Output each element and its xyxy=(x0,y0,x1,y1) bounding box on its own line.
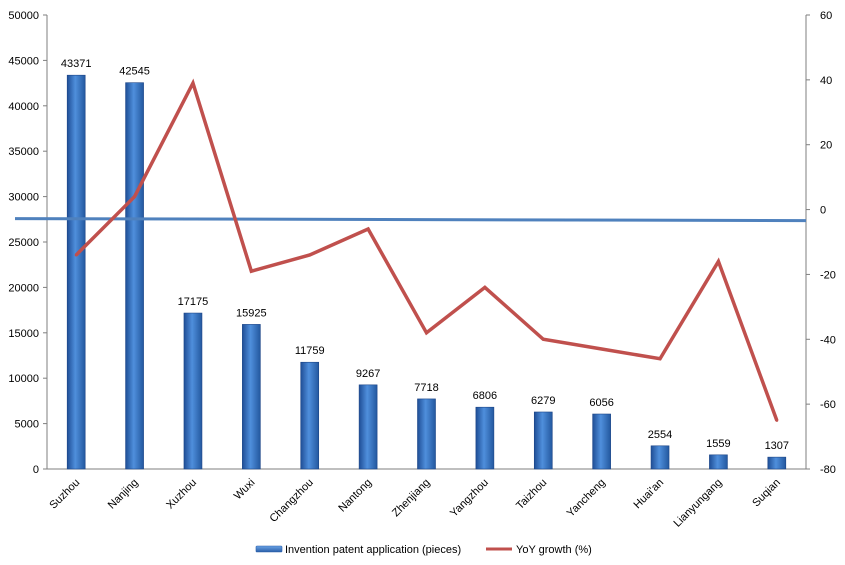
growth-line xyxy=(74,78,779,422)
bar xyxy=(475,406,495,470)
bar-data-label: 6056 xyxy=(589,397,613,409)
bar-data-label: 42545 xyxy=(119,66,150,78)
left-tick-label: 20000 xyxy=(8,282,39,294)
right-tick-label: -20 xyxy=(820,269,836,281)
bar xyxy=(417,398,436,470)
growth-point xyxy=(308,253,312,257)
x-axis-labels: Suzhou Nanjing Xuzhou Wuxi Changzhou Nantong Z… xyxy=(47,477,782,530)
bar xyxy=(183,312,203,470)
growth-point xyxy=(425,331,428,335)
legend-label-bars: Invention patent application (pieces) xyxy=(285,544,461,556)
right-tick-label: -80 xyxy=(820,464,836,476)
left-tick-label: 0 xyxy=(33,464,39,476)
growth-point xyxy=(483,285,487,289)
bar xyxy=(300,361,320,470)
bars xyxy=(66,74,787,470)
x-tick-label: Lianyungang xyxy=(672,477,725,530)
right-axis: 60 40 20 0 -20 -40 -60 -80 xyxy=(805,10,836,476)
bar-data-label: 15925 xyxy=(236,307,267,319)
bar-data-label: 11759 xyxy=(295,345,325,357)
growth-point xyxy=(74,253,78,257)
bar-data-label: 2554 xyxy=(648,429,672,441)
bar xyxy=(125,82,144,470)
bar xyxy=(358,384,378,470)
x-tick-label: Nantong xyxy=(336,477,374,515)
x-tick-label: Yangzhou xyxy=(448,477,491,520)
bar xyxy=(709,454,728,470)
right-tick-label: 40 xyxy=(820,75,832,87)
left-tick-label: 5000 xyxy=(15,419,39,431)
bar xyxy=(66,74,86,470)
x-tick-label: Suzhou xyxy=(47,477,82,512)
x-tick-label: Xuzhou xyxy=(164,477,199,512)
left-tick-label: 35000 xyxy=(8,146,39,158)
bar-data-label: 9267 xyxy=(356,368,380,380)
bar xyxy=(767,456,787,470)
zero-reference-line xyxy=(14,217,807,223)
growth-point xyxy=(133,195,137,199)
growth-point xyxy=(249,269,253,273)
zero-line xyxy=(14,217,807,223)
left-tick-label: 50000 xyxy=(8,10,39,22)
left-tick-label: 40000 xyxy=(8,101,39,113)
growth-point xyxy=(775,418,779,422)
x-tick-label: Yancheng xyxy=(565,477,608,520)
growth-polyline xyxy=(74,78,779,421)
left-tick-label: 30000 xyxy=(8,192,39,204)
bar-data-label: 17175 xyxy=(178,296,209,308)
bar-data-label: 1559 xyxy=(706,438,730,450)
legend-label-line: YoY growth (%) xyxy=(516,544,592,556)
legend: Invention patent application (pieces) Yo… xyxy=(255,544,592,556)
x-tick-label: Changzhou xyxy=(268,477,316,525)
bar-data-label: 1307 xyxy=(765,440,789,452)
growth-point xyxy=(541,337,545,341)
bar xyxy=(533,411,553,470)
right-tick-label: 60 xyxy=(820,10,832,22)
bar xyxy=(650,445,670,470)
right-tick-label: 20 xyxy=(820,140,832,152)
left-tick-label: 45000 xyxy=(8,55,39,67)
right-tick-label: 0 xyxy=(820,205,826,217)
growth-point xyxy=(366,227,370,231)
bar-data-label: 43371 xyxy=(61,58,92,70)
legend-swatch-bars xyxy=(255,545,283,553)
growth-point xyxy=(716,259,720,263)
bar-data-label: 7718 xyxy=(414,382,438,394)
x-tick-label: Taizhou xyxy=(514,477,549,512)
bar-data-label: 6279 xyxy=(531,395,555,407)
x-tick-label: Nanjing xyxy=(106,477,141,512)
left-tick-label: 10000 xyxy=(8,373,39,385)
x-tick-label: Suqian xyxy=(750,477,783,510)
bar-data-label: 6806 xyxy=(473,390,497,402)
left-tick-label: 25000 xyxy=(8,237,39,249)
x-tick-label: Huai'an xyxy=(632,477,667,512)
x-tick-label: Zhenjiang xyxy=(390,477,433,520)
bar-data-labels: 43371 42545 17175 15925 11759 9267 7718 6806 627… xyxy=(61,58,789,452)
growth-point xyxy=(191,81,195,85)
right-tick-label: -60 xyxy=(820,399,836,411)
bar xyxy=(592,413,611,470)
bar xyxy=(242,324,261,470)
x-tick-label: Wuxi xyxy=(232,477,258,503)
left-tick-label: 15000 xyxy=(8,328,39,340)
right-tick-label: -40 xyxy=(820,334,836,346)
growth-point xyxy=(658,357,662,361)
growth-point xyxy=(600,347,604,351)
